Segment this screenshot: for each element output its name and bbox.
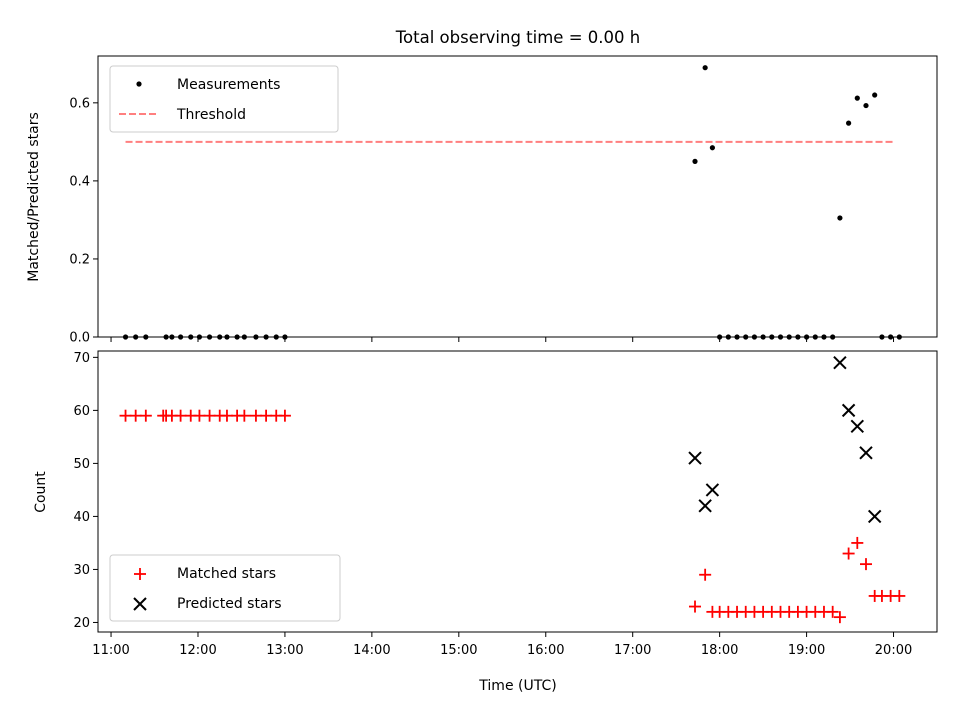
- predicted-stars-point: [850, 419, 865, 433]
- x-axis-label: Time (UTC): [478, 678, 556, 694]
- matched-stars-point: [893, 589, 906, 602]
- x-tick-label: 16:00: [527, 643, 564, 658]
- legend-dot-icon: [136, 81, 142, 87]
- count-panel: 20 30 40 50 60 70 11:00 12:00 13:00 14:00 15:00 16…: [33, 350, 938, 694]
- x-tick-label: 13:00: [266, 643, 303, 658]
- count-y-tick-label: 20: [73, 616, 90, 631]
- matched-stars-point: [851, 536, 864, 549]
- matched-stars-point: [129, 409, 142, 422]
- x-tick-label: 12:00: [179, 643, 216, 658]
- count-y-tick-label: 60: [73, 404, 90, 419]
- predicted-stars-point: [841, 403, 856, 418]
- predicted-stars-point: [688, 451, 702, 465]
- measurement-point: [846, 120, 852, 126]
- ratio-y-tick-label: 0.4: [69, 174, 90, 189]
- x-tick-label: 19:00: [788, 643, 825, 658]
- matched-stars-point: [220, 409, 233, 422]
- legend-matched-stars: Matched stars: [177, 566, 276, 582]
- legend-x-icon: [133, 597, 147, 611]
- legend-threshold: Threshold: [176, 107, 246, 123]
- matched-stars-point: [842, 547, 855, 560]
- count-x-ticks: 11:00 12:00 13:00 14:00 15:00 16:00 17:00 18:00…: [92, 632, 912, 658]
- chart-title: Total observing time = 0.00 h: [395, 28, 640, 47]
- predicted-stars-point: [705, 483, 720, 497]
- count-marks: [119, 355, 906, 624]
- count-y-ticks: 20 30 40 50 60 70: [73, 351, 98, 631]
- ratio-y-tick-label: 0.2: [69, 252, 90, 267]
- measurement-point: [872, 92, 878, 98]
- count-legend: Matched stars Predicted stars: [109, 554, 341, 622]
- count-y-axis-label: Count: [33, 471, 49, 513]
- measurement-point: [837, 215, 843, 221]
- measurement-point: [702, 65, 708, 71]
- matched-stars-point: [826, 605, 839, 618]
- measurement-point: [692, 158, 698, 164]
- legend-measurements: Measurements: [177, 77, 280, 93]
- matched-stars-point: [689, 600, 702, 613]
- matched-stars-point: [193, 409, 206, 422]
- ratio-y-ticks: 0.0 0.2 0.4 0.6: [69, 96, 98, 346]
- ratio-x-ticks: [110, 337, 895, 342]
- matched-stars-point: [278, 409, 291, 422]
- ratio-y-tick-label: 0.6: [69, 96, 90, 111]
- ratio-axes-frame: [97, 55, 938, 338]
- matched-stars-point: [139, 409, 152, 422]
- matched-stars-point: [833, 611, 846, 624]
- x-tick-label: 20:00: [875, 643, 912, 658]
- count-axes-frame: [97, 350, 938, 633]
- x-tick-label: 11:00: [92, 643, 129, 658]
- predicted-stars-point: [867, 509, 882, 524]
- predicted-stars-point: [859, 446, 873, 460]
- count-y-tick-label: 40: [73, 510, 90, 525]
- count-y-tick-label: 70: [73, 351, 90, 366]
- measurement-point: [709, 145, 715, 151]
- matched-stars-point: [699, 568, 712, 581]
- matched-stars-point: [238, 409, 251, 422]
- legend-plus-icon: [134, 568, 146, 580]
- x-tick-label: 14:00: [353, 643, 390, 658]
- ratio-panel: 0.0 0.2 0.4 0.6 Matched/Predicted stars Mea…: [26, 55, 938, 346]
- ratio-y-tick-label: 0.0: [69, 331, 90, 346]
- count-y-tick-label: 30: [73, 563, 90, 578]
- measurement-point: [854, 95, 860, 101]
- measurement-point: [863, 102, 869, 109]
- legend-predicted-stars: Predicted stars: [177, 596, 282, 612]
- ratio-y-axis-label: Matched/Predicted stars: [26, 112, 42, 282]
- count-y-tick-label: 50: [73, 457, 90, 472]
- ratio-legend: Measurements Threshold: [109, 65, 339, 133]
- predicted-stars-point: [833, 355, 847, 370]
- matched-stars-point: [203, 409, 216, 422]
- x-tick-label: 15:00: [440, 643, 477, 658]
- predicted-stars-point: [698, 499, 712, 513]
- matched-stars-point: [859, 558, 872, 571]
- matched-stars-point: [260, 409, 273, 422]
- matched-stars-point: [249, 409, 262, 422]
- matched-stars-point: [119, 409, 132, 422]
- matched-stars-point: [174, 409, 187, 422]
- x-tick-label: 18:00: [701, 643, 738, 658]
- x-tick-label: 17:00: [614, 643, 651, 658]
